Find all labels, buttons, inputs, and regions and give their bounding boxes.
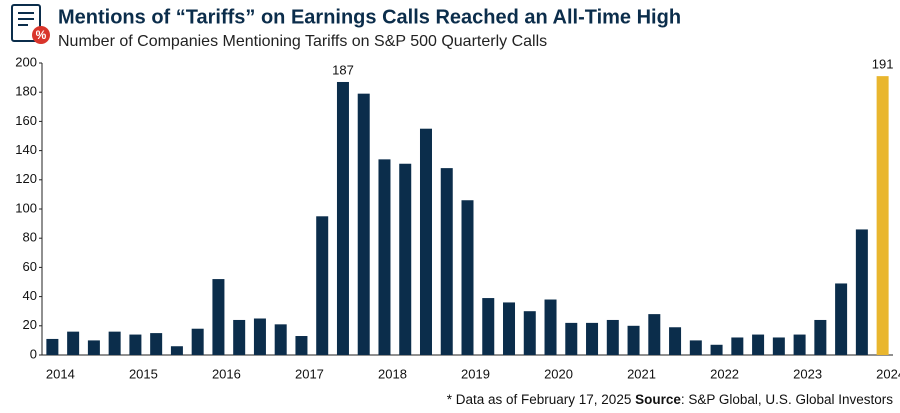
bar [565,322,578,355]
bar [87,340,100,355]
y-tick-label: 0 [30,346,37,361]
bar [191,328,204,355]
bar [814,319,827,355]
y-tick-label: 180 [15,84,37,99]
bar [67,331,80,355]
bar [503,302,516,355]
bar [772,337,785,355]
value-label: 191 [872,57,894,72]
y-tick-label: 60 [23,259,37,274]
bar [606,319,619,355]
bar [835,283,848,355]
bar [419,128,432,355]
y-tick-label: 20 [23,317,37,332]
bar [461,200,474,355]
bar [46,338,59,355]
y-tick-label: 100 [15,200,37,215]
x-tick-label: 2024 [876,366,900,381]
bar [523,311,536,355]
source: : S&P Global, U.S. Global Investors [681,392,893,407]
bar [689,340,702,355]
y-tick-label: 120 [15,171,37,186]
footnote: * Data as of February 17, 2025 Source: S… [447,392,894,407]
y-tick-label: 200 [15,54,37,69]
bar [544,299,557,355]
bar [253,318,266,355]
bar [440,168,453,355]
x-tick-label: 2019 [461,366,490,381]
bar [586,322,599,355]
bar [212,279,225,355]
x-tick-label: 2017 [295,366,324,381]
bar [399,163,412,355]
svg-text:%: % [36,28,47,42]
y-tick-label: 80 [23,230,37,245]
bar [710,344,723,355]
bar [669,327,682,355]
x-tick-label: 2018 [378,366,407,381]
bar [336,81,349,355]
bar [378,159,391,355]
x-tick-label: 2021 [627,366,656,381]
x-tick-label: 2020 [544,366,573,381]
y-tick-label: 40 [23,288,37,303]
icon: % [11,4,50,44]
x-tick-label: 2022 [710,366,739,381]
chart-subtitle: Number of Companies Mentioning Tariffs o… [58,33,547,50]
bar [482,298,495,355]
y-tick-label: 160 [15,113,37,128]
bar [295,336,308,355]
bar [357,93,370,355]
x-tick-label: 2015 [129,366,158,381]
note: * Data as of February 17, 2025 [447,392,632,407]
source-label: Source [635,392,681,407]
y-tick-label: 140 [15,142,37,157]
bar [855,229,868,355]
chart-title: Mentions of “Tariffs” on Earnings Calls … [58,6,681,28]
bar [316,216,329,355]
x-tick-label: 2014 [46,366,75,381]
bar [233,319,246,355]
bar [876,76,889,355]
x-tick-label: 2023 [793,366,822,381]
bar [150,333,163,355]
bar [170,346,183,355]
value-label: 187 [332,62,354,77]
x-tick-label: 2016 [212,366,241,381]
bar [274,324,287,355]
bar [648,314,661,355]
bar [129,334,142,355]
bar [793,334,806,355]
bar [627,325,640,355]
bar [752,334,765,355]
bar [108,331,121,355]
bar [731,337,744,355]
